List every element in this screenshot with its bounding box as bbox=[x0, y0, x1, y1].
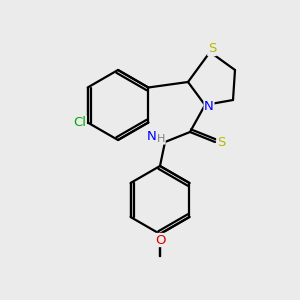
Text: Cl: Cl bbox=[73, 116, 86, 129]
Text: S: S bbox=[217, 136, 225, 149]
Text: N: N bbox=[147, 130, 157, 143]
Text: N: N bbox=[204, 100, 214, 113]
Text: O: O bbox=[156, 233, 166, 247]
Text: S: S bbox=[208, 43, 216, 56]
Text: H: H bbox=[157, 134, 165, 144]
